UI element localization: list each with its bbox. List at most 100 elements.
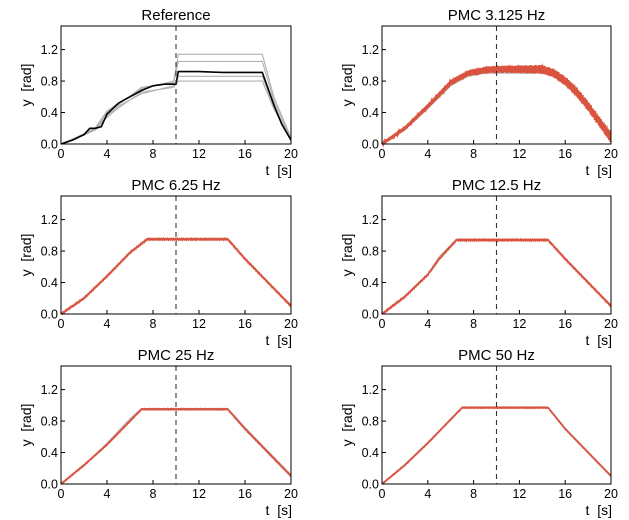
x-tick-label: 8: [470, 317, 477, 331]
panel-2: 0 4 8 12 16 20 0.0 0.4 0.8 1.2 PMC 3.125 Hz y [rad]…: [339, 7, 618, 178]
background-series-line-5: [60, 75, 292, 145]
panel-4: 0 4 8 12 16 20 0.0 0.4 0.8 1.2 PMC 12.5 Hz y [rad] t…: [339, 177, 618, 348]
x-tick-label: 8: [150, 147, 157, 161]
main-series-line-1: [60, 407, 292, 485]
y-tick-label: 0.4: [41, 446, 58, 460]
x-tick-label: 0: [58, 487, 65, 501]
x-tick-label: 8: [150, 317, 157, 331]
axes-frame: [381, 365, 612, 485]
x-tick-label: 12: [512, 487, 526, 501]
main-series-line-1: [60, 70, 292, 145]
y-tick-label: 0.0: [41, 478, 58, 492]
x-tick-label: 12: [512, 147, 526, 161]
y-tick-label: 0.8: [362, 415, 379, 429]
x-tick-label: 0: [58, 317, 65, 331]
x-tick-label: 16: [558, 147, 572, 161]
x-tick-label: 20: [284, 317, 298, 331]
x-tick-label: 8: [150, 487, 157, 501]
x-tick-label: 4: [424, 487, 431, 501]
panel-title: PMC 12.5 Hz: [452, 177, 541, 194]
panel-title: PMC 6.25 Hz: [131, 177, 220, 194]
y-tick-label: 1.2: [41, 43, 58, 57]
y-tick-label: 0.8: [41, 75, 58, 89]
x-tick-label: 12: [192, 317, 206, 331]
x-tick-label: 8: [470, 487, 477, 501]
axes-frame: [381, 195, 612, 315]
y-axis-label: y [rad]: [339, 234, 355, 277]
y-tick-label: 0.4: [362, 446, 379, 460]
background-series-line-2: [60, 237, 292, 315]
background-series-line-2: [60, 53, 292, 145]
main-series-line-1: [60, 236, 292, 316]
y-tick-label: 0.4: [362, 276, 379, 290]
y-tick-label: 0.8: [41, 245, 58, 259]
y-tick-label: 1.2: [41, 213, 58, 227]
x-tick-label: 4: [104, 317, 111, 331]
y-axis-label: y [rad]: [18, 404, 34, 447]
x-axis-label: t [s]: [266, 162, 292, 178]
axes-frame: [60, 365, 292, 485]
main-series-line-1: [381, 237, 612, 315]
panel-1: 0 4 8 12 16 20 0.0 0.4 0.8 1.2 Reference y [rad] t […: [18, 7, 298, 178]
y-axis-label: y [rad]: [18, 64, 34, 107]
x-tick-label: 16: [238, 487, 252, 501]
x-tick-label: 20: [604, 147, 618, 161]
main-series-line-1: [381, 405, 612, 485]
panel-6: 0 4 8 12 16 20 0.0 0.4 0.8 1.2 PMC 50 Hz y [rad] t […: [339, 347, 618, 518]
x-tick-label: 12: [512, 317, 526, 331]
x-tick-label: 0: [379, 147, 386, 161]
x-tick-label: 0: [58, 147, 65, 161]
x-tick-label: 16: [558, 317, 572, 331]
y-tick-label: 0.0: [362, 138, 379, 152]
background-series-line-2: [60, 407, 292, 485]
x-axis-label: t [s]: [586, 502, 612, 518]
background-series-line-2: [381, 406, 612, 485]
x-tick-label: 16: [238, 147, 252, 161]
y-tick-label: 1.2: [362, 213, 379, 227]
x-axis-label: t [s]: [266, 502, 292, 518]
x-tick-label: 0: [379, 317, 386, 331]
panel-5: 0 4 8 12 16 20 0.0 0.4 0.8 1.2 PMC 25 Hz y [rad] t […: [18, 347, 298, 518]
x-tick-label: 4: [424, 317, 431, 331]
y-tick-label: 0.0: [362, 478, 379, 492]
main-series-line-1: [381, 62, 612, 148]
panel-title: PMC 50 Hz: [458, 347, 535, 364]
y-tick-label: 0.0: [41, 308, 58, 322]
y-tick-label: 1.2: [362, 43, 379, 57]
x-axis-label: t [s]: [586, 162, 612, 178]
y-tick-label: 0.4: [362, 106, 379, 120]
x-tick-label: 4: [424, 147, 431, 161]
background-series-line-3: [60, 80, 292, 145]
axes-frame: [60, 195, 292, 315]
x-tick-label: 20: [284, 487, 298, 501]
y-tick-label: 1.2: [41, 383, 58, 397]
y-axis-label: y [rad]: [339, 64, 355, 107]
x-tick-label: 12: [192, 487, 206, 501]
x-tick-label: 20: [604, 317, 618, 331]
y-tick-label: 0.8: [362, 75, 379, 89]
panel-title: Reference: [141, 7, 210, 24]
x-tick-label: 8: [470, 147, 477, 161]
axes-frame: [60, 25, 292, 145]
y-tick-label: 0.0: [41, 138, 58, 152]
x-tick-label: 16: [558, 487, 572, 501]
y-tick-label: 0.8: [41, 415, 58, 429]
y-axis-label: y [rad]: [18, 234, 34, 277]
panel-title: PMC 3.125 Hz: [448, 7, 546, 24]
panel-title: PMC 25 Hz: [138, 347, 215, 364]
x-axis-label: t [s]: [266, 332, 292, 348]
x-axis-label: t [s]: [586, 332, 612, 348]
y-tick-label: 0.4: [41, 276, 58, 290]
x-tick-label: 20: [284, 147, 298, 161]
axes-frame: [381, 25, 612, 145]
x-tick-label: 4: [104, 147, 111, 161]
x-tick-label: 20: [604, 487, 618, 501]
x-tick-label: 4: [104, 487, 111, 501]
y-axis-label: y [rad]: [339, 404, 355, 447]
y-tick-label: 0.4: [41, 106, 58, 120]
x-tick-label: 12: [192, 147, 206, 161]
x-tick-label: 0: [379, 487, 386, 501]
y-tick-label: 0.8: [362, 245, 379, 259]
x-tick-label: 16: [238, 317, 252, 331]
